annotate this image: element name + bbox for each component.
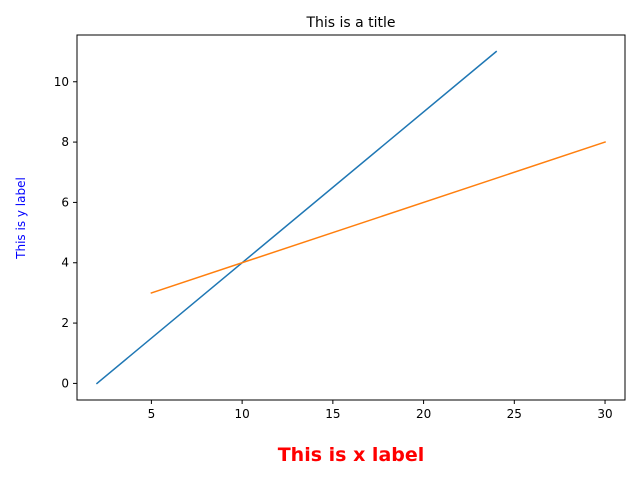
y-tick-label: 8 xyxy=(61,135,69,149)
y-tick-label: 10 xyxy=(54,75,69,89)
plot-area: 5 10 15 20 25 30 0 2 4 6 8 10 xyxy=(54,34,626,421)
x-tick-label: 15 xyxy=(325,407,340,421)
y-tick-label: 4 xyxy=(61,256,69,270)
axes-frame xyxy=(76,34,626,401)
x-tick-label: 20 xyxy=(416,407,431,421)
series-line-2 xyxy=(150,141,606,294)
y-tick-label: 6 xyxy=(61,195,69,209)
x-tick-label: 5 xyxy=(148,407,156,421)
y-axis-label: This is y label xyxy=(14,177,28,260)
y-tick-label: 2 xyxy=(61,316,69,330)
x-axis-label: This is x label xyxy=(278,444,425,466)
x-tick-label: 25 xyxy=(507,407,522,421)
x-tick-label: 10 xyxy=(234,407,249,421)
series-line-1 xyxy=(95,50,498,385)
chart-title: This is a title xyxy=(305,15,395,31)
y-tick-label: 0 xyxy=(61,376,69,390)
x-tick-label: 30 xyxy=(597,407,612,421)
